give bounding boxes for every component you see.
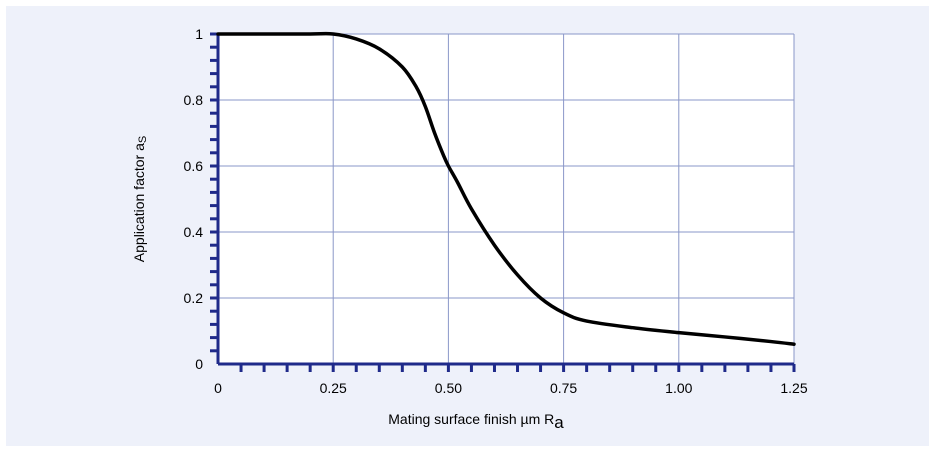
y-axis-title-main: Application factor a (131, 143, 147, 262)
y-tick-label: 0.4 (184, 224, 204, 240)
x-tick-label: 0.50 (435, 380, 462, 396)
chart-panel: 0 0.25 0.50 0.75 1.00 1.25 0 0.2 0.4 0.6 0.8 1 Mat… (6, 6, 929, 446)
grid-lines (218, 33, 795, 364)
y-tick-label: 0 (195, 356, 203, 372)
x-tick-label: 0.25 (320, 380, 347, 396)
x-axis-title: Mating surface finish µm Ra (388, 411, 564, 432)
chart: 0 0.25 0.50 0.75 1.00 1.25 0 0.2 0.4 0.6 0.8 1 Mat… (131, 26, 808, 432)
x-tick-label: 0.75 (550, 380, 577, 396)
y-axis-title-sub: S (137, 136, 149, 143)
axes (216, 34, 794, 366)
y-axis-title: Application factor aS (131, 136, 149, 262)
x-axis-title-sub: a (554, 413, 564, 432)
x-tick-label: 1.00 (665, 380, 692, 396)
y-tick-label: 0.2 (184, 290, 204, 306)
y-tick-labels: 0 0.2 0.4 0.6 0.8 1 (184, 26, 204, 372)
y-tick-label: 0.6 (184, 158, 204, 174)
x-tick-label: 0 (214, 380, 222, 396)
y-tick-label: 1 (195, 26, 203, 42)
x-tick-label: 1.25 (780, 380, 807, 396)
y-tick-label: 0.8 (184, 92, 204, 108)
x-tick-labels: 0 0.25 0.50 0.75 1.00 1.25 (214, 380, 808, 396)
x-axis-title-main: Mating surface finish µm R (388, 411, 554, 427)
plot-area (218, 34, 794, 364)
series-line (216, 31, 796, 346)
